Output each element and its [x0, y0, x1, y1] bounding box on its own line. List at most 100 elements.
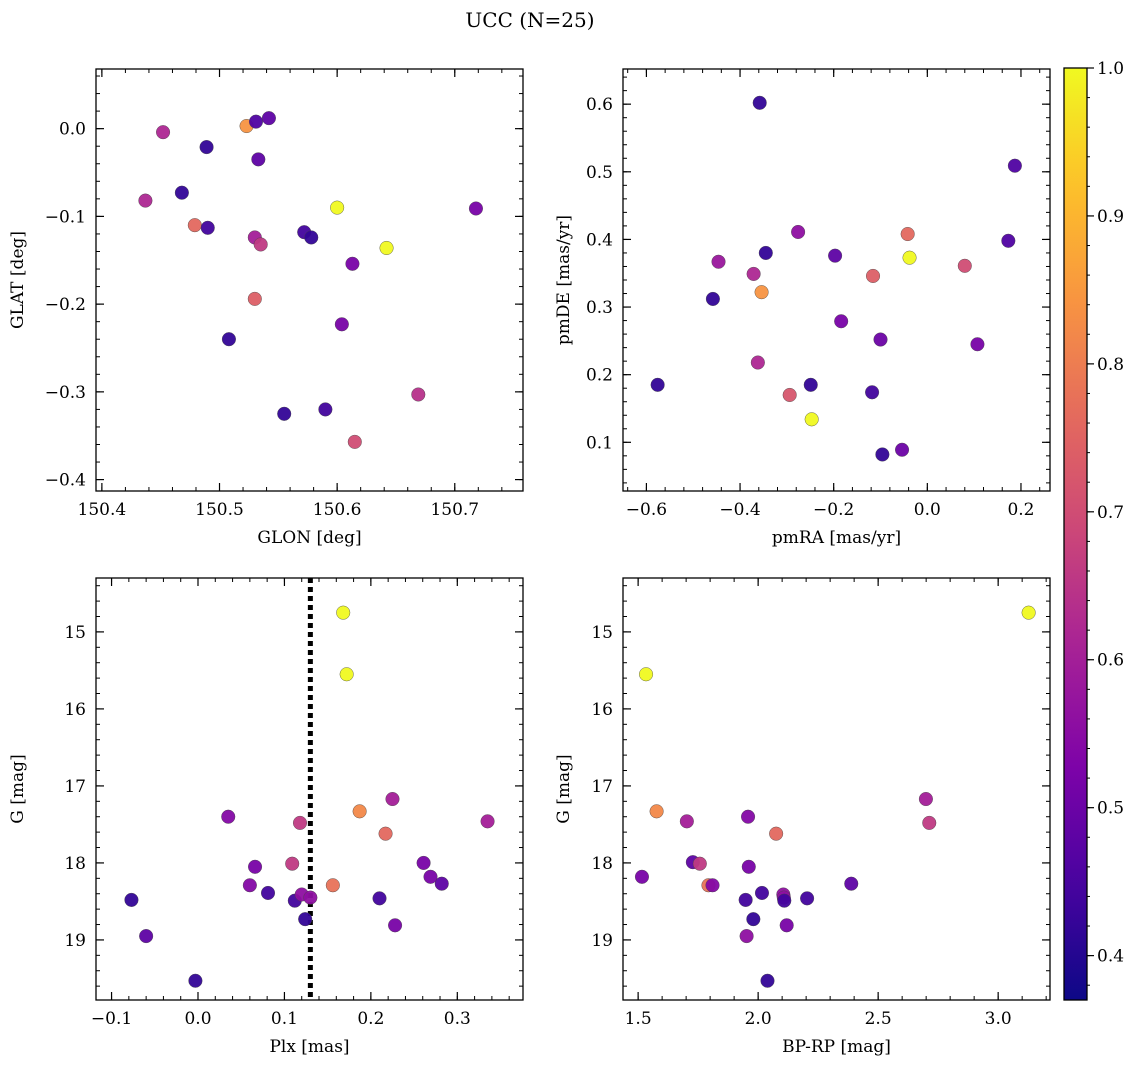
data-point	[174, 185, 189, 200]
y-tick-label: 16	[64, 700, 86, 720]
data-point	[124, 892, 139, 907]
data-point	[468, 201, 483, 216]
data-point	[754, 885, 769, 900]
data-point	[741, 859, 756, 874]
axes-frame	[622, 577, 1051, 1001]
y-tick-label: 0.6	[586, 95, 613, 115]
y-tick-label: 0.5	[586, 163, 613, 183]
x-tick-label: 0.0	[914, 500, 941, 520]
axes-frame	[95, 577, 524, 1001]
y-tick-label: 19	[64, 931, 86, 951]
data-point	[156, 125, 171, 140]
x-axis-label: pmRA [mas/yr]	[772, 528, 901, 548]
data-point	[711, 254, 726, 269]
data-point	[760, 973, 775, 988]
y-tick-label: 15	[64, 623, 86, 643]
y-tick-label: 0.4	[586, 230, 613, 250]
y-tick-label: 17	[591, 777, 613, 797]
data-point	[411, 387, 426, 402]
data-point	[970, 337, 985, 352]
data-point	[251, 152, 266, 167]
y-tick-label: −0.2	[45, 295, 86, 315]
data-point	[754, 285, 769, 300]
data-point	[828, 248, 843, 263]
y-tick-label: 0.0	[59, 120, 86, 140]
y-tick-label: 18	[64, 854, 86, 874]
x-tick-label: 150.4	[78, 500, 127, 520]
data-point	[253, 237, 268, 252]
colorbar-tick-label: 0.8	[1097, 355, 1124, 375]
data-point	[292, 815, 307, 830]
panels: 150.4 150.5 150.6 150.70.0−0.1−0.2−0.3−0.4G…	[8, 68, 1051, 1057]
y-axis-label: GLAT [deg]	[8, 231, 28, 329]
data-point	[336, 605, 351, 620]
data-point	[692, 856, 707, 871]
data-point	[738, 892, 753, 907]
data-point	[895, 442, 910, 457]
data-point	[779, 918, 794, 933]
data-point	[285, 856, 300, 871]
data-point	[1021, 605, 1036, 620]
x-tick-label: 0.2	[357, 1009, 384, 1029]
data-point	[339, 667, 354, 682]
data-point	[188, 973, 203, 988]
colorbar-tick-label: 1.0	[1097, 59, 1124, 79]
y-axis-label: G [mag]	[8, 754, 28, 823]
data-point	[277, 406, 292, 421]
y-axis-label: G [mag]	[554, 754, 574, 823]
data-point	[900, 227, 915, 242]
figure-title: UCC (N=25)	[465, 8, 594, 32]
data-point	[777, 893, 792, 908]
data-point	[334, 317, 349, 332]
colorbar-tick-label: 0.5	[1097, 799, 1124, 819]
axes-frame	[95, 68, 524, 492]
panel-3: −0.1 0.0 0.1 0.2 0.3 15 16 17 18 19 Plx [mas] G [ma…	[8, 577, 524, 1057]
data-point	[330, 200, 345, 215]
data-point	[705, 291, 720, 306]
panel-2: −0.6 −0.4 −0.2 0.0 0.2 0.1 0.2 0.3 0.4 0.5 0.6 pmRA…	[554, 68, 1051, 548]
data-point	[423, 869, 438, 884]
data-point	[139, 929, 154, 944]
data-point	[247, 291, 262, 306]
colorbar-gradient	[1063, 67, 1088, 1001]
x-tick-label: −0.4	[719, 500, 760, 520]
x-tick-label: 0.2	[1007, 500, 1034, 520]
data-point	[1001, 233, 1016, 248]
axes-frame	[622, 68, 1051, 492]
y-tick-label: −0.3	[45, 383, 86, 403]
y-axis-label: pmDE [mas/yr]	[554, 215, 574, 345]
data-point	[865, 385, 880, 400]
data-point	[739, 929, 754, 944]
data-point	[200, 220, 215, 235]
data-point	[922, 815, 937, 830]
data-point	[347, 434, 362, 449]
panel-1: 150.4 150.5 150.6 150.7 0.0 −0.1 −0.2 −0.3 −0.4 G…	[8, 68, 524, 548]
data-point	[957, 258, 972, 273]
x-tick-label: −0.2	[813, 500, 854, 520]
x-tick-label: 0.0	[184, 1009, 211, 1029]
data-point	[746, 912, 761, 927]
data-point	[679, 814, 694, 829]
data-point	[649, 804, 664, 819]
colorbar-tick-label: 0.9	[1097, 207, 1124, 227]
data-point	[875, 447, 890, 462]
x-axis-label: Plx [mas]	[269, 1037, 349, 1057]
x-axis-label: BP-RP [mag]	[782, 1037, 891, 1057]
data-point	[221, 809, 236, 824]
data-point	[378, 826, 393, 841]
data-point	[388, 918, 403, 933]
data-point	[873, 332, 888, 347]
x-tick-label: 0.3	[444, 1009, 471, 1029]
data-point	[352, 804, 367, 819]
y-tick-label: −0.1	[45, 207, 86, 227]
data-point	[416, 855, 431, 870]
x-axis-label: GLON [deg]	[257, 528, 361, 548]
data-point	[221, 332, 236, 347]
data-point	[866, 268, 881, 283]
data-point	[187, 218, 202, 233]
data-point	[138, 193, 153, 208]
data-point	[480, 814, 495, 829]
data-point	[242, 878, 257, 893]
data-point	[834, 314, 849, 329]
